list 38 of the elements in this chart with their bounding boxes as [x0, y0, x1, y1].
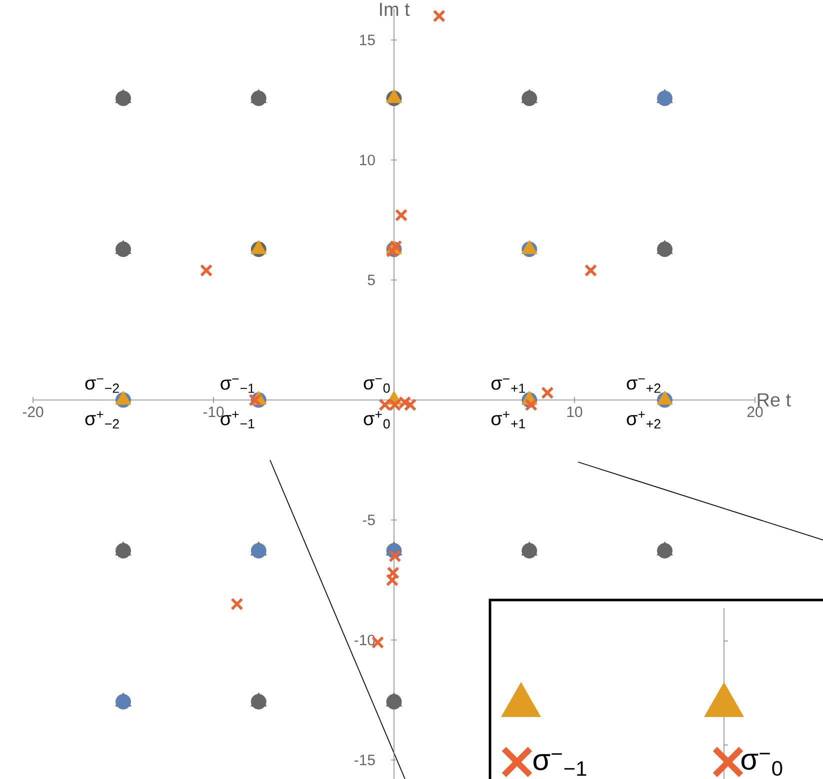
- point: [432, 10, 446, 22]
- point: [230, 598, 244, 610]
- y-axis-title: Im t: [380, 2, 410, 16]
- annotation: σ$^{+}$−2: [85, 411, 119, 428]
- y-tick-label: 10: [360, 154, 375, 166]
- annotation: σ$^{+}$0: [364, 411, 390, 429]
- annotation: σ$^{−}$+2: [626, 378, 660, 393]
- x-tick-label: -20: [22, 406, 44, 418]
- point: [541, 386, 554, 400]
- y-tick-label: -15: [354, 754, 375, 766]
- point: [524, 398, 538, 412]
- annotation: σ$^{−}$0: [741, 752, 782, 776]
- point: [200, 264, 213, 277]
- annotation: σ$^{−}$−2: [85, 378, 119, 393]
- x-axis-title: Re t: [758, 393, 791, 407]
- point: [394, 208, 408, 222]
- point: [386, 566, 400, 580]
- point: [389, 240, 402, 253]
- point: [386, 244, 399, 258]
- point: [404, 398, 417, 412]
- point: [584, 264, 598, 277]
- point: [116, 694, 132, 710]
- point: [248, 394, 262, 406]
- annotation: σ$^{−}$−1: [533, 753, 586, 776]
- x-tick-label: 20: [747, 406, 763, 418]
- annotation: σ$^{−}$+1: [491, 378, 526, 393]
- y-tick-label: 15: [360, 34, 375, 46]
- point: [250, 542, 266, 558]
- annotation: σ$^{+}$+1: [491, 411, 526, 428]
- point: [657, 90, 673, 106]
- y-tick-label: -5: [362, 514, 375, 526]
- annotation: σ$^{−}$−1: [220, 378, 254, 393]
- point: [386, 574, 399, 586]
- y-tick-label: 5: [368, 274, 375, 286]
- point: [388, 550, 402, 562]
- annotation: σ$^{+}$+2: [626, 411, 660, 428]
- annotation: σ$^{−}$0: [364, 378, 390, 393]
- x-tick-label: 10: [567, 406, 582, 418]
